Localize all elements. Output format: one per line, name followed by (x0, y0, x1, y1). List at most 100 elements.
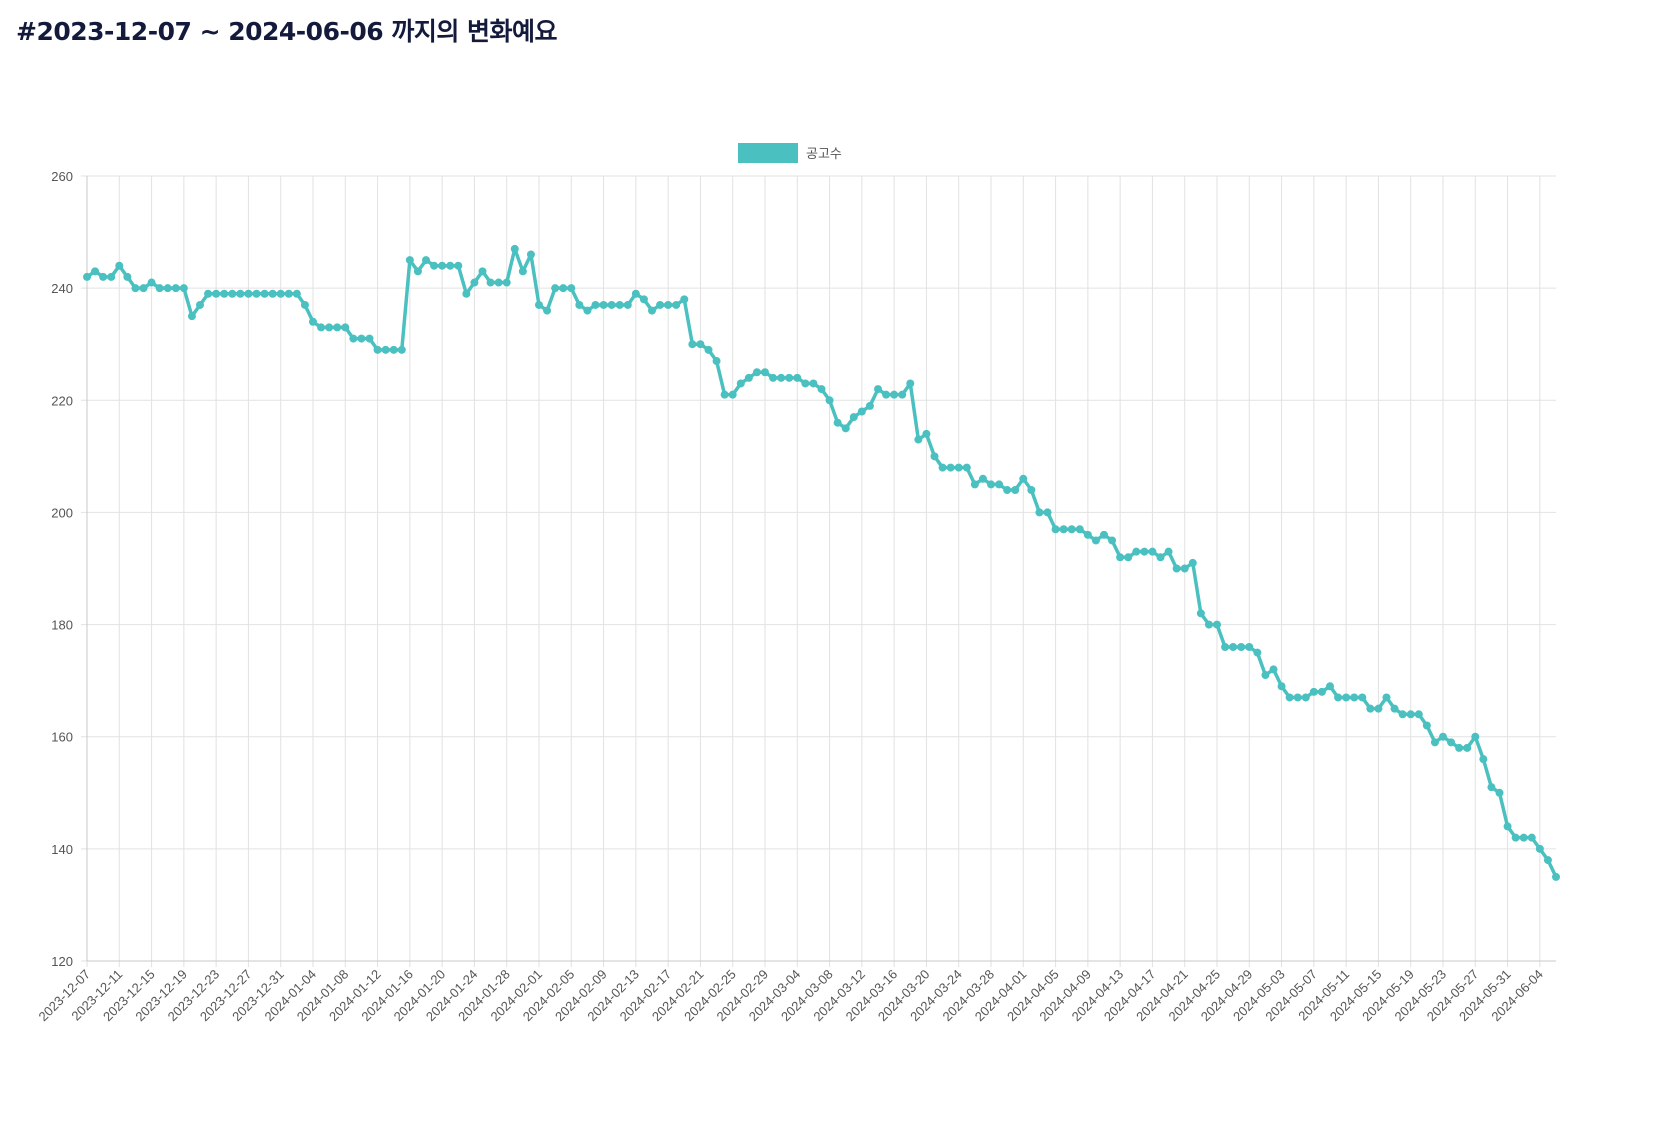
data-point[interactable] (752, 368, 761, 377)
data-point[interactable] (284, 289, 293, 298)
data-point[interactable] (639, 295, 648, 304)
data-point[interactable] (793, 373, 802, 382)
data-point[interactable] (1188, 558, 1197, 567)
data-point[interactable] (1204, 620, 1213, 629)
data-point[interactable] (785, 373, 794, 382)
data-point[interactable] (147, 278, 156, 287)
data-point[interactable] (1479, 755, 1488, 764)
data-point[interactable] (83, 272, 91, 281)
data-point[interactable] (857, 407, 866, 416)
data-point[interactable] (260, 289, 269, 298)
data-point[interactable] (1213, 620, 1221, 629)
data-point[interactable] (906, 379, 915, 388)
data-point[interactable] (317, 323, 326, 332)
data-point[interactable] (1414, 710, 1423, 719)
data-point[interactable] (1261, 671, 1270, 680)
data-point[interactable] (890, 390, 899, 399)
data-point[interactable] (833, 418, 842, 427)
data-point[interactable] (801, 379, 810, 388)
data-point[interactable] (728, 390, 737, 399)
data-point[interactable] (1390, 704, 1399, 713)
data-point[interactable] (1067, 525, 1076, 534)
data-point[interactable] (438, 261, 447, 270)
data-point[interactable] (1422, 721, 1431, 730)
data-point[interactable] (970, 480, 979, 489)
data-point[interactable] (1075, 525, 1084, 534)
data-point[interactable] (696, 340, 705, 349)
data-point[interactable] (1156, 553, 1165, 562)
legend[interactable]: 공고수 (738, 143, 842, 163)
data-point[interactable] (656, 300, 665, 309)
data-point[interactable] (187, 312, 196, 321)
data-point[interactable] (1309, 687, 1318, 696)
data-point[interactable] (1059, 525, 1068, 534)
data-point[interactable] (849, 413, 858, 422)
data-point[interactable] (623, 300, 632, 309)
data-point[interactable] (938, 463, 947, 472)
data-point[interactable] (1124, 553, 1133, 562)
data-point[interactable] (1471, 732, 1480, 741)
data-point[interactable] (744, 373, 753, 382)
data-point[interactable] (583, 306, 592, 315)
data-point[interactable] (1108, 536, 1117, 545)
data-point[interactable] (817, 385, 826, 394)
data-point[interactable] (1374, 704, 1383, 713)
data-point[interactable] (607, 300, 616, 309)
data-point[interactable] (1398, 710, 1407, 719)
data-point[interactable] (1334, 693, 1343, 702)
data-point[interactable] (914, 435, 923, 444)
data-point[interactable] (664, 300, 673, 309)
data-point[interactable] (397, 345, 406, 354)
data-point[interactable] (680, 295, 689, 304)
data-point[interactable] (470, 278, 479, 287)
data-point[interactable] (1406, 710, 1415, 719)
data-point[interactable] (486, 278, 495, 287)
data-point[interactable] (1301, 693, 1310, 702)
data-point[interactable] (131, 284, 140, 293)
data-point[interactable] (454, 261, 463, 270)
data-point[interactable] (349, 334, 358, 343)
data-point[interactable] (292, 289, 301, 298)
data-point[interactable] (1527, 833, 1536, 842)
data-point[interactable] (373, 345, 382, 354)
data-point[interactable] (631, 289, 640, 298)
data-point[interactable] (995, 480, 1004, 489)
data-point[interactable] (204, 289, 213, 298)
data-point[interactable] (1382, 693, 1391, 702)
data-point[interactable] (591, 300, 600, 309)
data-point[interactable] (115, 261, 124, 270)
data-point[interactable] (1342, 693, 1351, 702)
data-point[interactable] (163, 284, 172, 293)
data-point[interactable] (1430, 738, 1439, 747)
data-point[interactable] (1011, 486, 1020, 494)
data-point[interactable] (543, 306, 552, 315)
data-point[interactable] (874, 385, 882, 394)
data-point[interactable] (777, 373, 786, 382)
data-point[interactable] (615, 300, 624, 309)
data-point[interactable] (1439, 732, 1447, 741)
data-point[interactable] (841, 424, 850, 433)
data-point[interactable] (123, 272, 132, 281)
data-point[interactable] (220, 289, 229, 298)
data-point[interactable] (672, 300, 681, 309)
data-point[interactable] (1148, 547, 1157, 556)
data-point[interactable] (155, 284, 164, 293)
data-point[interactable] (1003, 486, 1012, 494)
data-point[interactable] (930, 452, 939, 461)
data-point[interactable] (1511, 833, 1520, 842)
data-point[interactable] (1140, 547, 1149, 556)
data-point[interactable] (1366, 704, 1375, 713)
data-point[interactable] (196, 300, 204, 309)
data-point[interactable] (1543, 856, 1552, 865)
data-point[interactable] (139, 284, 148, 293)
data-point[interactable] (865, 401, 874, 410)
data-point[interactable] (478, 267, 487, 276)
data-point[interactable] (422, 256, 430, 265)
data-point[interactable] (1245, 643, 1254, 651)
data-point[interactable] (1447, 738, 1456, 747)
data-point[interactable] (502, 278, 511, 287)
data-point[interactable] (1132, 547, 1141, 556)
data-point[interactable] (946, 463, 955, 472)
data-point[interactable] (1358, 693, 1367, 702)
data-point[interactable] (300, 300, 309, 309)
